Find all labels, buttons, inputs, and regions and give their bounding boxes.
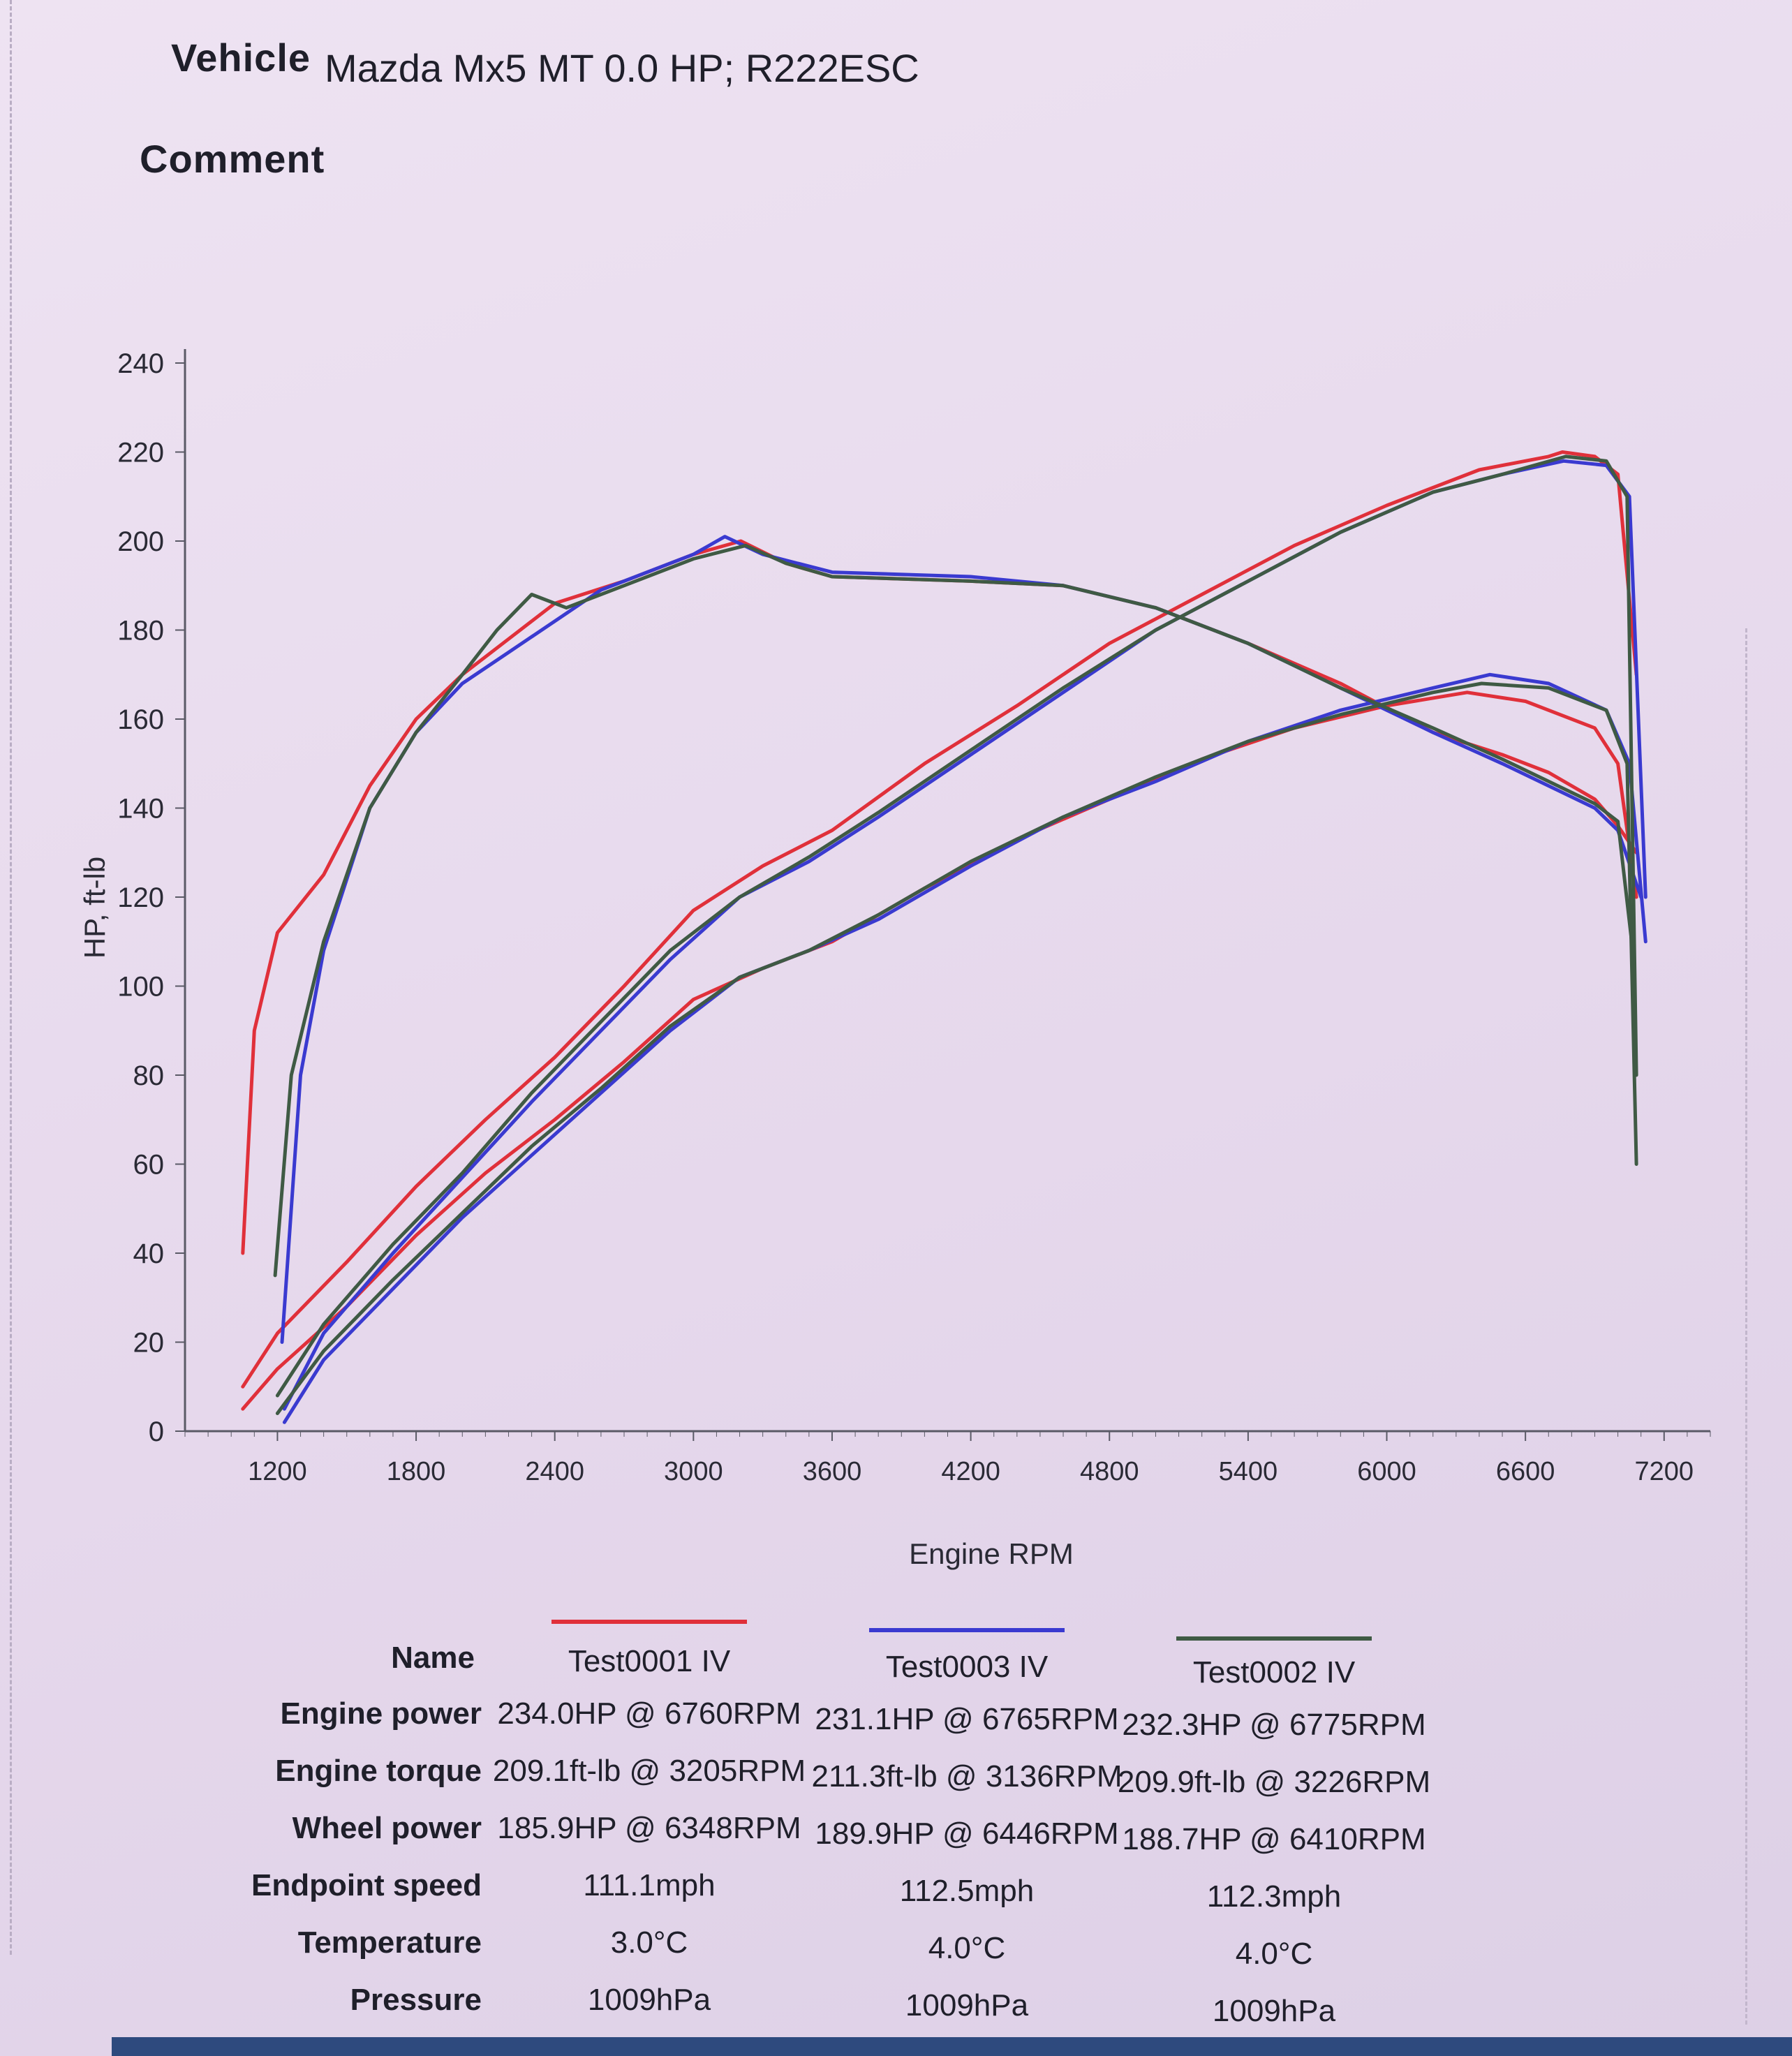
x-tick-label: 1200 — [248, 1457, 307, 1486]
series-1-engine-power-line — [241, 450, 1638, 1389]
chart-ticks: 0 20 40 60 80 100 120 140 160 180 200 220 240 1200 180… — [117, 348, 1711, 1486]
x-tick-label: 4200 — [941, 1457, 1000, 1486]
vehicle-value: Mazda Mx5 MT 0.0 HP; R222ESC — [325, 46, 919, 90]
x-tick-label: 4800 — [1080, 1457, 1139, 1486]
row-value: 1009hPa — [587, 1983, 711, 2017]
x-tick-label: 7200 — [1635, 1457, 1694, 1486]
series-3-engine-power-line — [275, 454, 1638, 1398]
series-2-wheel-power-line — [282, 672, 1647, 1424]
row-label: Endpoint speed — [251, 1868, 482, 1902]
legend-line-1 — [551, 1620, 747, 1624]
row-label: Engine torque — [275, 1754, 482, 1788]
series-name-3: Test0002 IV — [1192, 1655, 1356, 1689]
row-value: 111.1mph — [583, 1868, 716, 1902]
row-value: 209.1ft-lb @ 3205RPM — [492, 1754, 806, 1788]
y-tick-label: 220 — [117, 438, 164, 468]
x-tick-label: 3000 — [664, 1457, 723, 1486]
y-tick-label: 40 — [133, 1238, 165, 1269]
series-1-torque-line — [241, 539, 1638, 1255]
row-value: 1009hPa — [905, 1988, 1029, 2022]
x-tick-label: 1800 — [387, 1457, 446, 1486]
row-value: 112.5mph — [899, 1874, 1035, 1908]
vehicle-label: Vehicle — [171, 36, 311, 80]
y-tick-label: 0 — [149, 1417, 164, 1447]
x-tick-label: 6600 — [1496, 1457, 1555, 1486]
x-axis-title: Engine RPM — [909, 1537, 1074, 1570]
y-axis-title: HP, ft-lb — [78, 857, 111, 959]
series-2-engine-power-line — [282, 459, 1647, 1411]
chart-curves — [241, 450, 1647, 1424]
series-1-wheel-power-line — [241, 690, 1638, 1411]
row-label: Wheel power — [292, 1811, 482, 1845]
y-tick-label: 120 — [117, 882, 164, 913]
row-value: 112.3mph — [1206, 1879, 1342, 1914]
y-tick-label: 20 — [133, 1328, 165, 1359]
series-name-1: Test0001 IV — [568, 1644, 731, 1678]
row-value: 1009hPa — [1212, 1994, 1336, 2028]
row-label: Engine power — [280, 1696, 482, 1731]
dyno-chart: 0 20 40 60 80 100 120 140 160 180 200 220 240 1200 180… — [78, 348, 1711, 1570]
row-value: 185.9HP @ 6348RPM — [497, 1811, 801, 1845]
y-tick-label: 180 — [117, 616, 164, 646]
x-tick-label: 5400 — [1219, 1457, 1278, 1486]
y-tick-label: 240 — [117, 348, 164, 379]
row-label: Temperature — [297, 1925, 482, 1960]
x-tick-label: 6000 — [1357, 1457, 1416, 1486]
row-value: 4.0°C — [1235, 1937, 1313, 1971]
series-name-2: Test0003 IV — [885, 1650, 1049, 1684]
taskbar-strip — [112, 2037, 1792, 2056]
row-value: 189.9HP @ 6446RPM — [815, 1817, 1119, 1851]
row-value: 4.0°C — [928, 1931, 1006, 1965]
row-value: 3.0°C — [610, 1925, 688, 1960]
left-dashed-border — [10, 0, 12, 1955]
series-3-wheel-power-line — [275, 681, 1638, 1415]
x-tick-label: 2400 — [525, 1457, 584, 1486]
row-value: 211.3ft-lb @ 3136RPM — [811, 1759, 1123, 1794]
row-value: 231.1HP @ 6765RPM — [815, 1702, 1119, 1736]
right-dashed-border — [1745, 628, 1747, 2025]
row-value: 232.3HP @ 6775RPM — [1122, 1708, 1426, 1742]
y-tick-label: 60 — [133, 1150, 165, 1181]
comment-label: Comment — [140, 137, 325, 181]
row-value: 188.7HP @ 6410RPM — [1122, 1822, 1426, 1856]
x-tick-label: 3600 — [803, 1457, 862, 1486]
y-tick-label: 140 — [117, 794, 164, 824]
row-value: 234.0HP @ 6760RPM — [497, 1696, 801, 1731]
y-tick-label: 80 — [133, 1060, 165, 1091]
y-tick-label: 160 — [117, 704, 164, 735]
legend-line-2 — [869, 1628, 1065, 1632]
row-label: Pressure — [350, 1983, 482, 2017]
y-tick-label: 200 — [117, 526, 164, 557]
row-value: 209.9ft-lb @ 3226RPM — [1117, 1765, 1431, 1799]
series-3-torque-line — [273, 543, 1634, 1278]
legend-line-3 — [1176, 1636, 1372, 1641]
name-label: Name — [391, 1641, 475, 1675]
y-tick-label: 100 — [117, 972, 164, 1003]
